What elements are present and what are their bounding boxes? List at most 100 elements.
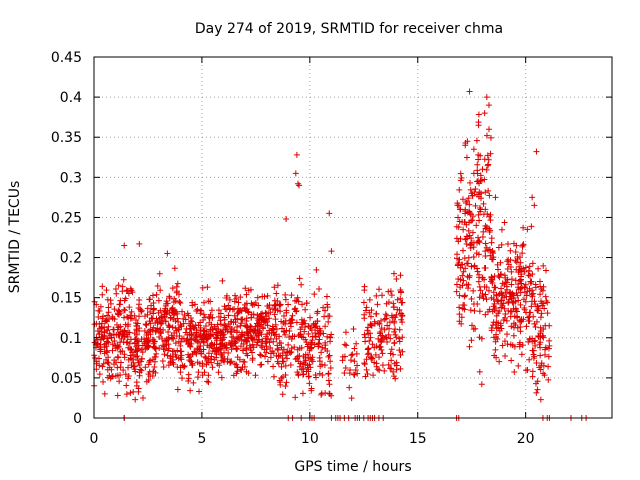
data-point	[150, 368, 157, 375]
data-point	[176, 298, 183, 305]
data-point	[516, 263, 523, 270]
data-point	[204, 336, 211, 343]
data-point	[326, 210, 333, 217]
data-point	[207, 332, 214, 339]
data-point	[350, 326, 357, 333]
data-point	[368, 307, 375, 314]
data-point	[363, 366, 370, 373]
data-point	[150, 343, 157, 350]
data-point	[170, 335, 177, 342]
data-point	[201, 299, 208, 306]
data-point	[163, 342, 170, 349]
data-point	[211, 341, 218, 348]
tick-labels: 0 0.05 0.1 0.15 0.2 0.25 0.3 0.35 0.4 0.45 0 5 10 15 2…	[51, 50, 535, 447]
data-point	[291, 333, 298, 340]
data-point	[162, 337, 169, 344]
data-point	[170, 316, 177, 323]
data-point	[205, 372, 212, 379]
data-point	[307, 314, 314, 321]
data-point	[485, 187, 492, 194]
data-point	[464, 138, 471, 145]
data-point	[469, 192, 476, 199]
data-point	[387, 288, 394, 295]
data-point	[147, 331, 154, 338]
data-point	[272, 316, 279, 323]
data-point	[202, 353, 209, 360]
data-point	[475, 119, 482, 126]
data-point	[390, 300, 397, 307]
data-point	[210, 345, 217, 352]
y-tick-label: 0	[73, 411, 82, 427]
data-point	[538, 310, 545, 317]
data-point	[512, 248, 519, 255]
data-point	[288, 316, 295, 323]
data-point	[280, 346, 287, 353]
data-point	[325, 318, 332, 325]
data-point	[153, 327, 160, 334]
data-point	[507, 313, 514, 320]
data-point	[460, 247, 467, 254]
data-point	[517, 318, 524, 325]
data-point	[532, 342, 539, 349]
data-point	[177, 321, 184, 328]
data-point	[285, 341, 292, 348]
data-point	[392, 375, 399, 382]
data-point	[157, 307, 164, 314]
data-point	[121, 307, 128, 314]
data-point	[185, 371, 192, 378]
data-point	[221, 322, 228, 329]
data-point	[529, 271, 536, 278]
data-point	[470, 146, 477, 153]
data-point	[474, 167, 481, 174]
data-point	[174, 347, 181, 354]
data-point	[304, 362, 311, 369]
data-point	[169, 305, 176, 312]
data-point	[303, 368, 310, 375]
data-point	[520, 224, 527, 231]
data-point	[534, 303, 541, 310]
data-point	[542, 344, 549, 351]
data-point	[192, 333, 199, 340]
data-point	[367, 322, 374, 329]
data-point	[501, 219, 508, 226]
data-point	[522, 264, 529, 271]
data-point	[267, 344, 274, 351]
data-point	[477, 206, 484, 213]
data-point	[257, 361, 264, 368]
data-point	[472, 185, 479, 192]
data-point	[546, 322, 553, 329]
data-point	[274, 307, 281, 314]
data-point	[101, 328, 108, 335]
data-point	[248, 323, 255, 330]
y-tick-label: 0.05	[51, 371, 82, 387]
data-point	[301, 328, 308, 335]
data-point	[136, 369, 143, 376]
data-point	[540, 334, 547, 341]
data-point	[518, 316, 525, 323]
data-point	[298, 281, 305, 288]
data-point	[225, 320, 232, 327]
data-point	[314, 318, 321, 325]
data-point	[96, 355, 103, 362]
data-point	[251, 301, 258, 308]
data-point	[177, 299, 184, 306]
data-point	[205, 379, 212, 386]
data-point	[241, 322, 248, 329]
data-point	[388, 357, 395, 364]
data-point	[460, 277, 467, 284]
data-point	[271, 311, 278, 318]
data-point	[253, 333, 260, 340]
data-point	[180, 320, 187, 327]
data-point	[342, 364, 349, 371]
data-point	[349, 351, 356, 358]
data-point	[466, 208, 473, 215]
data-point	[263, 349, 270, 356]
data-point	[322, 342, 329, 349]
data-point	[318, 349, 325, 356]
data-point	[542, 351, 549, 358]
data-point	[103, 287, 110, 294]
data-point	[201, 327, 208, 334]
data-point	[390, 351, 397, 358]
data-point	[516, 341, 523, 348]
